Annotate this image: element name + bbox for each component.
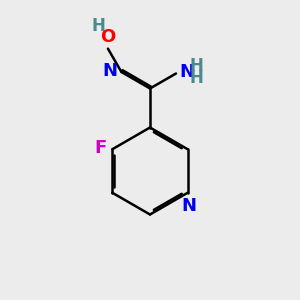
- Text: H: H: [92, 17, 106, 35]
- Text: N: N: [103, 61, 118, 80]
- Text: O: O: [100, 28, 116, 46]
- Text: H: H: [190, 57, 203, 75]
- Text: N: N: [182, 197, 197, 215]
- Text: N: N: [179, 63, 194, 81]
- Text: F: F: [94, 139, 106, 157]
- Text: H: H: [190, 69, 203, 87]
